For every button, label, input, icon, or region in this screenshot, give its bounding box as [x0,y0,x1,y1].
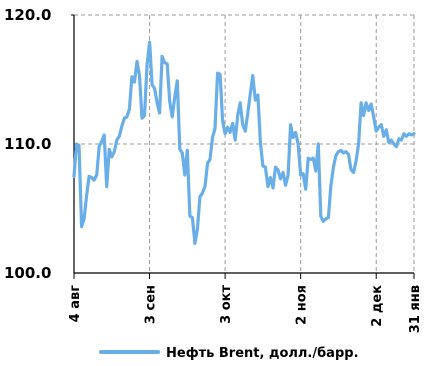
grid-lines [74,14,415,273]
legend-label: Нефть Brent, долл./барр. [166,346,359,361]
x-tick-label: 31 янв [408,285,423,333]
y-axis-ticks: 100.0 110.0 120.0 [4,6,51,282]
y-tick-label: 110.0 [4,135,51,153]
legend: Нефть Brent, долл./барр. [99,346,359,361]
x-tick-label: 4 авг [68,285,83,323]
y-tick-label: 120.0 [4,6,51,24]
x-tick-label: 3 сен [144,285,159,324]
series-line-brent [72,40,416,245]
axes [71,14,415,279]
series-group [72,40,416,245]
x-tick-label: 2 ноя [295,285,310,325]
y-tick-label: 100.0 [4,264,51,282]
x-tick-label: 2 дек [370,285,385,327]
x-tick-label: 1 янв [408,285,423,324]
x-tick-label: 3 окт [219,285,234,324]
